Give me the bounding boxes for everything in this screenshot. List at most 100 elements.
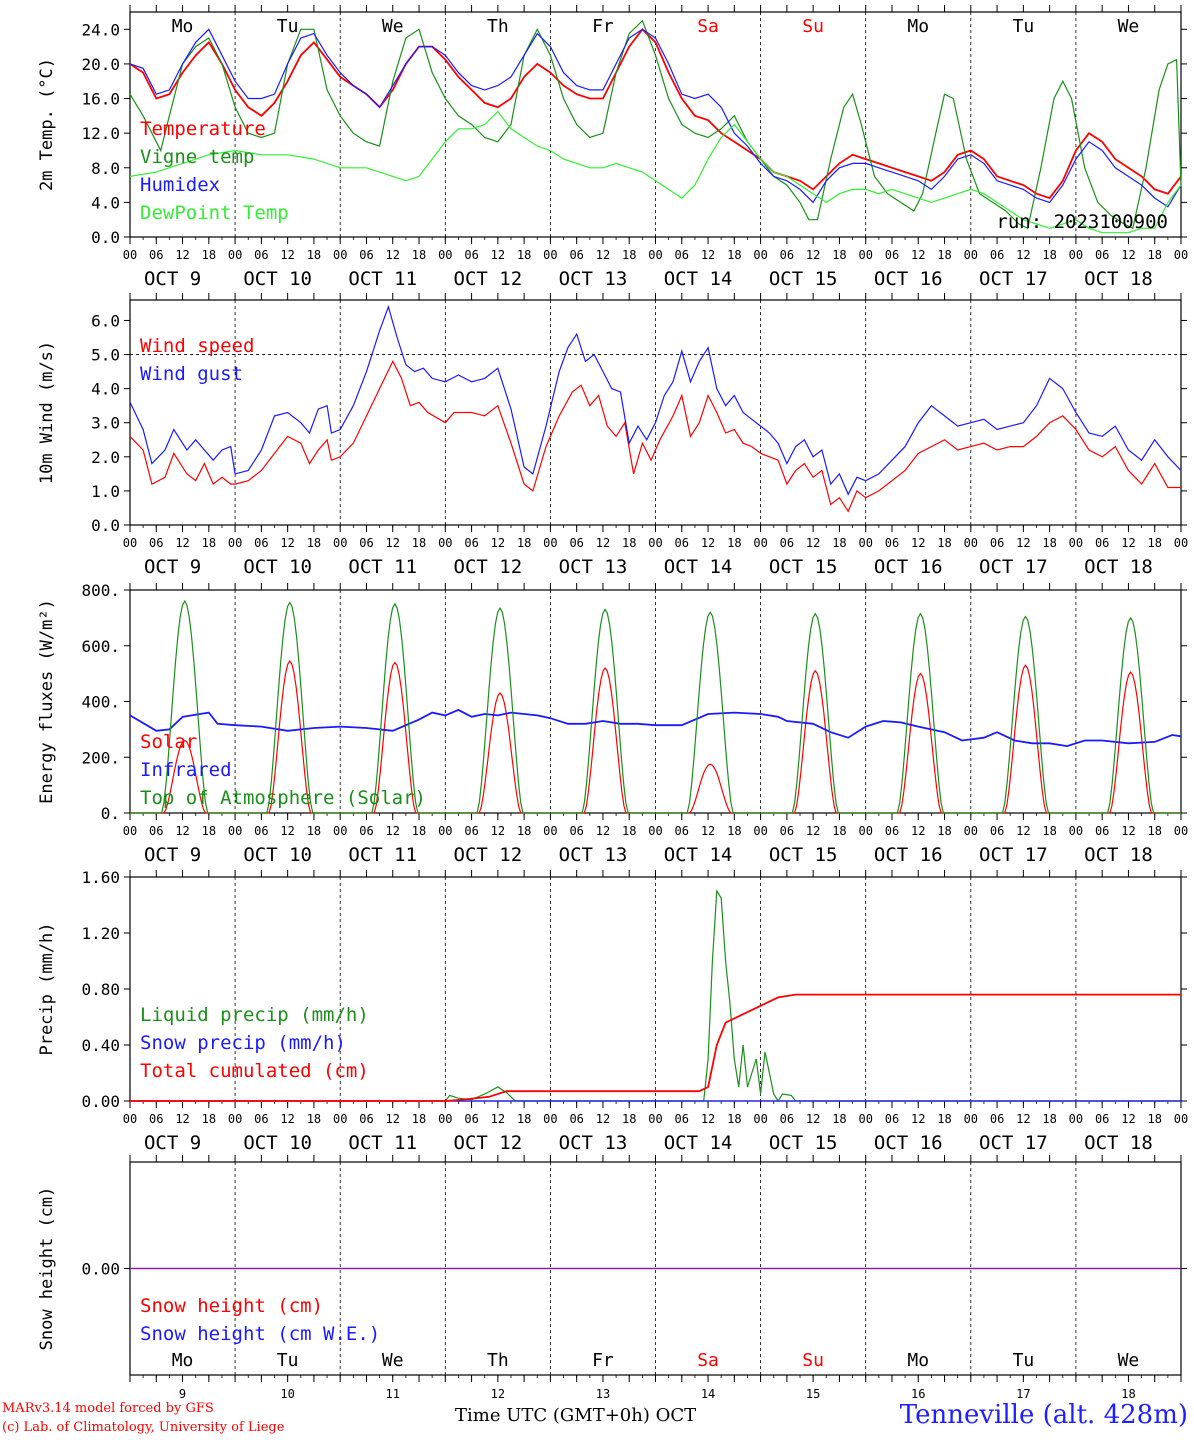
x-hour-label: 00: [964, 1112, 978, 1126]
x-date-label: OCT 12: [454, 268, 523, 290]
lab-credit: (c) Lab. of Climatology, University of L…: [2, 1420, 285, 1435]
y-tick-label: 5.0: [91, 346, 120, 365]
x-date-label: OCT 13: [559, 1132, 628, 1154]
x-hour-label: 06: [149, 1112, 163, 1126]
weekday-label: Tu: [1013, 1350, 1035, 1371]
x-hour-label: 06: [464, 1112, 478, 1126]
x-hour-label: 18: [622, 536, 636, 550]
x-hour-label: 06: [359, 536, 373, 550]
x-hour-label: 06: [1095, 1112, 1109, 1126]
x-hour-label: 00: [858, 824, 872, 838]
x-hour-label: 06: [149, 536, 163, 550]
x-hour-label: 18: [937, 248, 951, 262]
x-hour-label: 18: [1042, 536, 1056, 550]
x-hour-label: 18: [937, 536, 951, 550]
panel-4: 0.00 0.40 0.80 1.20 1.60 Precip (mm/h) 00 06 12 1…: [37, 868, 1188, 1154]
x-hour-label: 12: [911, 1112, 925, 1126]
y-axis-label: 10m Wind (m/s): [37, 341, 57, 484]
y-tick-label: 1.20: [81, 924, 120, 943]
x-hour-label: 06: [780, 824, 794, 838]
plot-frame: [129, 589, 1182, 814]
series-line: [130, 599, 1181, 814]
x-hour-label: 18: [202, 1112, 216, 1126]
x-hour-label: 12: [701, 824, 715, 838]
x-hour-label: 18: [412, 1112, 426, 1126]
x-hour-label: 18: [622, 824, 636, 838]
x-hour-label: 06: [359, 1112, 373, 1126]
weekday-label: We: [382, 1350, 404, 1371]
panel-2: 0.0 1.0 2.0 3.0 4.0 5.0 6.0 10m Wind (m/s) 00 06 1…: [37, 293, 1188, 578]
panel-5: 0.00 Snow height (cm) Mo Tu We Th Fr Sa Su Mo Tu We…: [37, 1155, 1187, 1401]
x-hour-label: 00: [438, 824, 452, 838]
x-hour-label: 12: [701, 536, 715, 550]
x-hour-label: 06: [780, 1112, 794, 1126]
x-hour-label: 18: [307, 248, 321, 262]
x-hour-label: 00: [964, 536, 978, 550]
panel-1: 0.0 4.0 8.0 12.0 16.0 20.0 24.0 2m Temp. (°C) 00…: [37, 5, 1188, 290]
x-hour-label: 18: [832, 1112, 846, 1126]
x-hour-label: 18: [517, 824, 531, 838]
x-date-label: OCT 11: [348, 268, 417, 290]
weekday-label: Fr: [592, 1350, 614, 1371]
x-date-label: OCT 11: [348, 556, 417, 578]
legend-entry: Snow height (cm W.E.): [140, 1323, 380, 1345]
x-hour-label: 00: [1174, 824, 1188, 838]
x-hour-label: 00: [543, 824, 557, 838]
x-date-label: OCT 17: [979, 556, 1048, 578]
legend-entry: Total cumulated (cm): [140, 1060, 369, 1082]
x-date-label: OCT 14: [664, 1132, 733, 1154]
weekday-label: Tu: [1013, 16, 1035, 37]
x-date-label: OCT 15: [769, 268, 838, 290]
x-hour-label: 12: [491, 824, 505, 838]
x-hour-label: 06: [1095, 536, 1109, 550]
station-name: Tenneville (alt. 428m): [899, 1400, 1188, 1430]
x-date-label: OCT 16: [874, 556, 943, 578]
x-hour-label: 06: [885, 536, 899, 550]
x-hour-label: 00: [648, 1112, 662, 1126]
x-date-label: OCT 15: [769, 844, 838, 866]
run-annotation: run: 2023100900: [996, 211, 1168, 233]
x-hour-label: 00: [858, 536, 872, 550]
weekday-label: Sa: [697, 1350, 719, 1371]
y-tick-label: 24.0: [81, 20, 120, 39]
y-tick-label: 0.00: [81, 1260, 120, 1279]
x-hour-label: 06: [464, 824, 478, 838]
y-axis-label: Precip (mm/h): [37, 922, 57, 1055]
y-tick-label: 0.: [101, 804, 120, 823]
x-date-label: OCT 10: [243, 556, 312, 578]
x-hour-label: 12: [386, 824, 400, 838]
weekday-label: Sa: [697, 16, 719, 37]
panel-3: 0. 200. 400. 600. 800. Energy fluxes (W/m²) 00…: [37, 581, 1188, 866]
x-hour-label: 06: [675, 824, 689, 838]
y-tick-label: 3.0: [91, 414, 120, 433]
x-hour-label: 00: [648, 536, 662, 550]
legend-entry: Vigne temp: [140, 146, 254, 168]
x-date-label: OCT 10: [243, 844, 312, 866]
x-date-label: OCT 14: [664, 844, 733, 866]
x-hour-label: 06: [780, 536, 794, 550]
weekday-label: Su: [802, 16, 824, 37]
x-hour-label: 18: [517, 536, 531, 550]
x-hour-label: 00: [228, 824, 242, 838]
x-hour-label: 06: [359, 248, 373, 262]
model-credit: MARv3.14 model forced by GFS: [2, 1401, 214, 1416]
x-hour-label: 12: [596, 248, 610, 262]
y-tick-label: 1.60: [81, 868, 120, 887]
x-hour-label: 18: [1042, 1112, 1056, 1126]
x-hour-label: 00: [543, 248, 557, 262]
x-hour-label: 00: [1174, 1112, 1188, 1126]
x-hour-label: 18: [622, 248, 636, 262]
weekday-label: We: [1118, 16, 1140, 37]
weekday-label: Tu: [277, 16, 299, 37]
x-hour-label: 06: [990, 536, 1004, 550]
x-hour-label: 18: [412, 824, 426, 838]
day-number-label: 11: [386, 1387, 400, 1401]
legend-entry: Humidex: [140, 174, 220, 196]
day-number-label: 14: [701, 1387, 715, 1401]
x-hour-label: 06: [254, 824, 268, 838]
x-date-label: OCT 9: [144, 1132, 201, 1154]
x-hour-label: 06: [675, 1112, 689, 1126]
x-date-label: OCT 12: [454, 1132, 523, 1154]
y-tick-label: 6.0: [91, 311, 120, 330]
